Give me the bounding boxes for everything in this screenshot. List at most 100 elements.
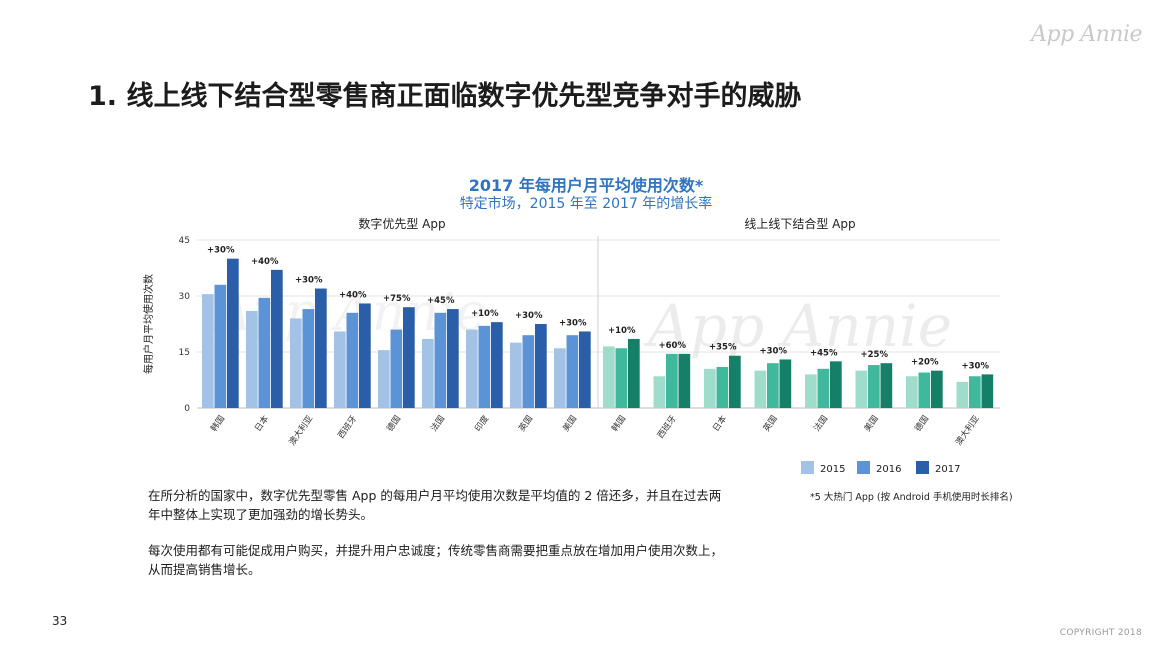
bar-2015 <box>554 348 566 408</box>
x-tick-label: 澳大利亚 <box>953 413 982 448</box>
bar-2016 <box>390 329 403 408</box>
x-tick-label: 西班牙 <box>655 413 679 440</box>
bar-2017 <box>579 331 591 408</box>
legend-label: 2015 <box>820 464 845 475</box>
analysis-note-2: 每次使用都有可能促成用户购买，并提升用户忠诚度；传统零售商需要把重点放在增加用户… <box>148 543 724 577</box>
growth-label: +45% <box>427 296 455 306</box>
bar-2015 <box>805 374 817 408</box>
bar-2016 <box>868 365 880 408</box>
bar-2016 <box>346 312 359 408</box>
bar-2015 <box>603 346 615 408</box>
x-tick-label: 德国 <box>384 413 403 433</box>
bar-2016 <box>716 366 729 408</box>
bar-2016 <box>302 309 315 408</box>
x-tick-label: 法国 <box>811 413 830 433</box>
x-tick-label: 美国 <box>862 413 881 433</box>
growth-label: +30% <box>559 318 587 328</box>
bar-2015 <box>334 331 346 408</box>
bar-2017 <box>447 309 459 408</box>
bar-2017 <box>678 353 691 408</box>
bar-2017 <box>535 324 547 408</box>
page-number: 33 <box>52 614 68 628</box>
x-tick-label: 英国 <box>761 413 780 433</box>
growth-label: +40% <box>339 290 367 300</box>
x-tick-label: 印度 <box>472 413 491 434</box>
bar-2017 <box>491 322 503 408</box>
bar-2015 <box>704 368 716 408</box>
x-tick-label: 西班牙 <box>336 413 360 440</box>
bar-2017 <box>315 288 327 408</box>
y-tick-label: 30 <box>179 292 191 302</box>
bar-2017 <box>271 269 283 408</box>
growth-label: +35% <box>709 343 737 353</box>
page-title: 1. 线上线下结合型零售商正面临数字优先型竞争对手的威胁 <box>88 81 802 112</box>
x-tick-label: 美国 <box>560 413 579 433</box>
y-tick-label: 45 <box>179 236 190 246</box>
x-tick-label: 澳大利亚 <box>287 413 316 448</box>
bar-2017 <box>931 370 943 408</box>
bar-2015 <box>855 370 868 408</box>
bar-2015 <box>290 318 302 408</box>
bar-2017 <box>628 338 640 408</box>
bar-2017 <box>227 258 239 408</box>
bar-2015 <box>906 376 918 408</box>
panel-title: 线上线下结合型 App <box>744 216 855 231</box>
bar-2016 <box>434 312 447 408</box>
legend-swatch <box>801 461 814 474</box>
chart-subtitle: 特定市场，2015 年至 2017 年的增长率 <box>459 196 713 212</box>
x-tick-label: 日本 <box>252 413 271 434</box>
bar-2016 <box>817 368 830 408</box>
footnote: *5 大热门 App (按 Android 手机使用时长排名) <box>810 492 1013 503</box>
bar-2015 <box>466 329 478 408</box>
bar-2016 <box>566 335 579 408</box>
bar-2016 <box>918 372 931 408</box>
bar-2017 <box>403 307 415 408</box>
bar-2016 <box>214 284 227 408</box>
bar-2016 <box>478 325 491 408</box>
bar-2016 <box>969 376 981 408</box>
bar-2016 <box>522 335 535 408</box>
growth-label: +30% <box>962 361 990 371</box>
growth-label: +30% <box>295 276 323 286</box>
copyright: COPYRIGHT 2018 <box>1059 628 1142 638</box>
bar-2016 <box>666 353 678 408</box>
growth-label: +10% <box>471 309 499 319</box>
x-tick-label: 日本 <box>710 413 729 434</box>
x-tick-label: 法国 <box>428 413 447 433</box>
bar-2016 <box>258 297 271 408</box>
x-tick-label: 德国 <box>912 413 931 433</box>
analysis-note-1: 在所分析的国家中，数字优先型零售 App 的每用户月平均使用次数是平均值的 2 … <box>148 488 722 522</box>
x-tick-label: 韩国 <box>208 413 227 433</box>
bar-2017 <box>981 374 994 408</box>
chart-title: 2017 年每用户月平均使用次数* <box>468 176 704 195</box>
growth-label: +30% <box>760 346 788 356</box>
bar-2015 <box>956 381 969 408</box>
panel-title: 数字优先型 App <box>358 216 445 231</box>
bar-2017 <box>359 303 371 408</box>
growth-label: +20% <box>911 358 939 368</box>
bar-2017 <box>729 355 741 408</box>
x-tick-label: 英国 <box>516 413 535 433</box>
bar-2016 <box>615 348 628 408</box>
growth-label: +25% <box>861 350 889 360</box>
growth-label: +45% <box>810 348 838 358</box>
legend-swatch <box>857 461 870 474</box>
bar-2016 <box>767 363 779 408</box>
growth-label: +75% <box>383 294 411 304</box>
bar-2015 <box>754 370 767 408</box>
y-axis-label: 每用户月平均使用次数 <box>142 274 155 374</box>
legend-label: 2017 <box>935 464 960 475</box>
watermark: App Annie <box>643 292 952 360</box>
bar-2015 <box>653 376 666 408</box>
legend-label: 2016 <box>876 464 901 475</box>
y-tick-label: 0 <box>184 404 190 414</box>
bar-2015 <box>422 338 434 408</box>
bar-2017 <box>880 363 893 408</box>
growth-label: +10% <box>608 326 636 336</box>
growth-label: +30% <box>207 246 235 256</box>
legend-swatch <box>916 461 929 474</box>
bar-2015 <box>246 310 258 408</box>
bar-2017 <box>779 359 792 408</box>
growth-label: +60% <box>659 341 687 351</box>
